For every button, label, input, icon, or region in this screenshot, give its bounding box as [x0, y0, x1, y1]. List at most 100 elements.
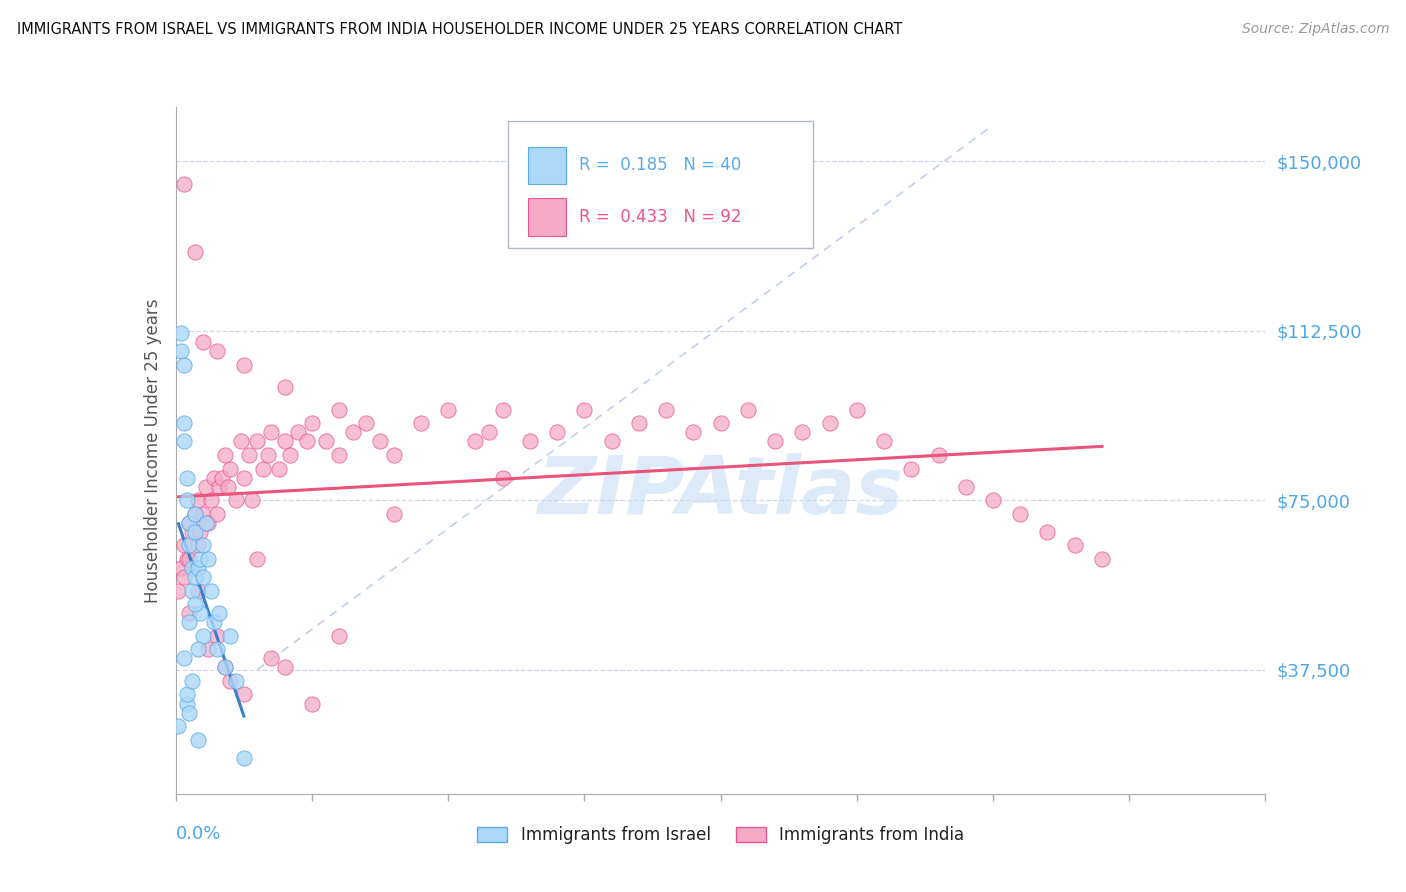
Point [274, 660, 297, 674]
Point [184, 507, 207, 521]
Point [1010, 507, 1032, 521]
Point [492, 470, 515, 484]
Point [188, 552, 211, 566]
Point [315, 434, 337, 449]
Point [219, 461, 242, 475]
Point [179, 552, 201, 566]
Point [184, 597, 207, 611]
Point [191, 538, 214, 552]
Point [208, 606, 231, 620]
Point [191, 507, 214, 521]
Point [763, 434, 786, 449]
Point [1036, 524, 1059, 539]
Point [955, 480, 977, 494]
Point [176, 688, 198, 702]
Text: IMMIGRANTS FROM ISRAEL VS IMMIGRANTS FROM INDIA HOUSEHOLDER INCOME UNDER 25 YEAR: IMMIGRANTS FROM ISRAEL VS IMMIGRANTS FRO… [17, 22, 903, 37]
Point [260, 425, 283, 440]
Bar [527, 198, 565, 235]
Point [205, 344, 228, 359]
Point [287, 425, 309, 440]
Point [546, 425, 568, 440]
Point [191, 570, 214, 584]
Point [295, 434, 318, 449]
Point [627, 417, 650, 431]
Point [274, 380, 297, 394]
Text: Source: ZipAtlas.com: Source: ZipAtlas.com [1241, 22, 1389, 37]
FancyBboxPatch shape [508, 120, 813, 248]
Point [278, 448, 301, 462]
Point [205, 642, 228, 657]
Text: ZIPAtlas: ZIPAtlas [537, 452, 904, 531]
Point [260, 651, 283, 665]
Point [202, 470, 225, 484]
Point [173, 417, 195, 431]
Point [368, 434, 391, 449]
Point [328, 448, 350, 462]
Point [232, 750, 254, 764]
Point [186, 493, 209, 508]
Point [238, 448, 260, 462]
Point [191, 629, 214, 643]
Point [173, 570, 195, 584]
Point [191, 334, 214, 349]
Point [179, 516, 201, 530]
Point [167, 583, 190, 598]
Point [176, 470, 198, 484]
Point [170, 561, 193, 575]
Point [184, 524, 207, 539]
Point [205, 507, 228, 521]
Point [197, 552, 219, 566]
Point [179, 606, 201, 620]
Point [188, 606, 211, 620]
Point [179, 516, 201, 530]
Point [269, 461, 291, 475]
Point [205, 629, 228, 643]
Point [186, 583, 209, 598]
Point [1091, 552, 1114, 566]
Point [181, 524, 204, 539]
Point [208, 480, 231, 494]
Point [176, 552, 198, 566]
Point [170, 344, 193, 359]
Text: R =  0.433   N = 92: R = 0.433 N = 92 [579, 208, 741, 226]
Point [184, 507, 207, 521]
Point [600, 434, 623, 449]
Point [200, 583, 222, 598]
Point [184, 570, 207, 584]
Point [328, 629, 350, 643]
Point [179, 706, 201, 720]
Point [225, 493, 247, 508]
Text: R =  0.185   N = 40: R = 0.185 N = 40 [579, 156, 741, 175]
Point [225, 673, 247, 688]
Point [186, 642, 209, 657]
Point [252, 461, 274, 475]
Point [211, 470, 233, 484]
Point [181, 561, 204, 575]
Point [170, 326, 193, 340]
Point [409, 417, 432, 431]
Point [232, 688, 254, 702]
Point [197, 516, 219, 530]
Bar [527, 146, 565, 185]
Point [1063, 538, 1085, 552]
Point [232, 470, 254, 484]
Point [818, 417, 841, 431]
Point [173, 177, 195, 191]
Point [240, 493, 263, 508]
Point [217, 480, 239, 494]
Point [197, 642, 219, 657]
Point [328, 402, 350, 417]
Point [655, 402, 678, 417]
Point [202, 615, 225, 630]
Point [231, 434, 253, 449]
Point [176, 493, 198, 508]
Point [682, 425, 704, 440]
Point [873, 434, 896, 449]
Point [179, 538, 201, 552]
Point [900, 461, 922, 475]
Point [519, 434, 541, 449]
Point [194, 480, 217, 494]
Point [246, 552, 269, 566]
Point [219, 673, 242, 688]
Point [173, 434, 195, 449]
